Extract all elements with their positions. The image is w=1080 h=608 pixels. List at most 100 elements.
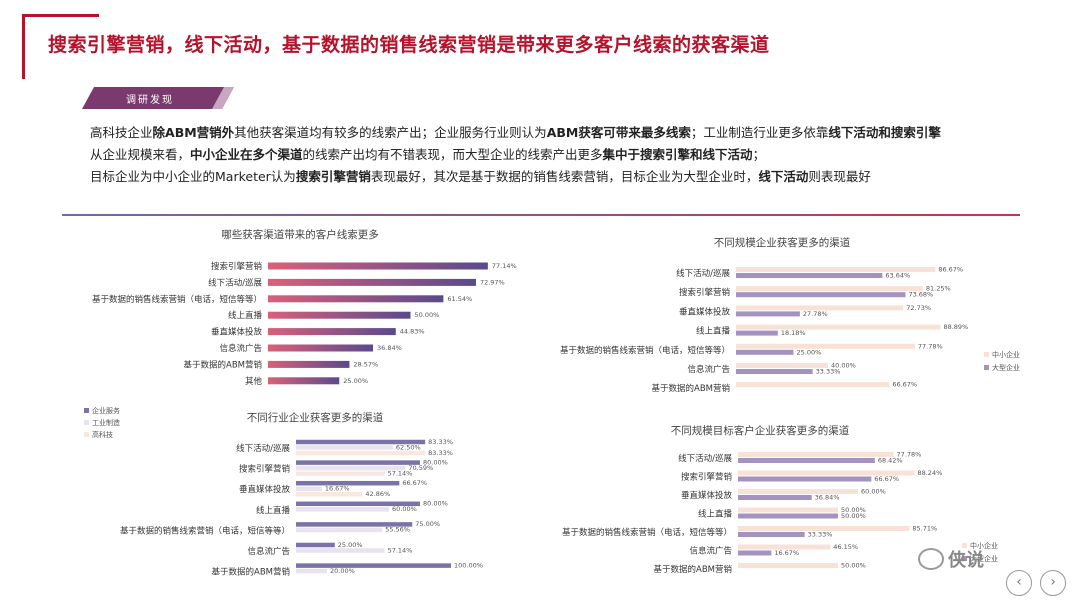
value-label: 46.15% bbox=[833, 543, 858, 551]
category-label: 线下活动/巡展 bbox=[236, 443, 290, 454]
watermark-text: 侠说 bbox=[948, 550, 984, 571]
bar bbox=[268, 328, 396, 336]
legend-swatch bbox=[984, 365, 989, 370]
tag-shape bbox=[82, 87, 234, 109]
chart-title: 不同规模目标客户企业获客更多的渠道 bbox=[671, 424, 850, 437]
finding-line-1: 高科技企业除ABM营销外其他获客渠道均有较多的线索产出；企业服务行业则认为ABM… bbox=[90, 122, 1050, 144]
category-label: 基于数据的销售线索营销（电话，短信等等） bbox=[92, 294, 262, 305]
category-label: 信息流广告 bbox=[689, 546, 732, 557]
value-label: 33.33% bbox=[816, 368, 841, 376]
value-label: 18.18% bbox=[781, 329, 806, 337]
value-label: 28.57% bbox=[353, 360, 378, 368]
finding-text: ； bbox=[752, 147, 766, 162]
category-label: 基于数据的ABM营销 bbox=[184, 359, 263, 370]
bar bbox=[296, 439, 426, 445]
finding-highlight: 中小企业在多个渠道 bbox=[190, 147, 303, 162]
bar bbox=[736, 330, 778, 336]
legend-swatch bbox=[84, 420, 89, 425]
bar bbox=[738, 476, 872, 482]
finding-text: 高科技企业 bbox=[90, 125, 153, 140]
value-label: 25.00% bbox=[338, 541, 363, 549]
chart-title: 不同规模企业获客更多的渠道 bbox=[714, 236, 851, 249]
finding-highlight: 搜索引擎营销 bbox=[295, 169, 371, 184]
bar bbox=[268, 295, 444, 303]
finding-text: 从企业规模来看， bbox=[90, 147, 191, 162]
prev-page-button[interactable]: ‹ bbox=[1006, 570, 1032, 596]
bar bbox=[268, 262, 488, 270]
legend-label: 中小企业 bbox=[992, 350, 1020, 359]
category-label: 搜索引擎营销 bbox=[211, 261, 263, 272]
section-tag-label: 调研发现 bbox=[126, 95, 174, 106]
value-label: 77.78% bbox=[897, 451, 922, 459]
value-label: 88.24% bbox=[917, 469, 942, 477]
bar bbox=[296, 522, 413, 527]
value-label: 27.78% bbox=[803, 310, 828, 318]
value-label: 16.67% bbox=[325, 484, 350, 492]
value-label: 60.00% bbox=[392, 505, 417, 513]
bar bbox=[738, 532, 805, 537]
finding-text: 其他获客渠道均有较多的线索产出；企业服务行业则认为 bbox=[234, 125, 547, 140]
value-label: 66.67% bbox=[402, 479, 427, 487]
bar bbox=[738, 544, 831, 550]
value-label: 57.14% bbox=[388, 546, 413, 554]
value-label: 68.42% bbox=[878, 457, 903, 465]
bar bbox=[296, 480, 400, 486]
finding-text: 表现最好，其次是基于数据的销售线索营销，目标企业为大型企业时， bbox=[370, 169, 759, 184]
value-label: 72.73% bbox=[906, 304, 931, 312]
chart-title: 不同行业企业获客更多的渠道 bbox=[247, 411, 384, 424]
finding-text: 则表现最好 bbox=[808, 169, 871, 184]
bar bbox=[738, 513, 838, 519]
value-label: 86.67% bbox=[938, 266, 963, 274]
legend-label: 大型企业 bbox=[992, 363, 1020, 372]
category-label: 线下活动/巡展 bbox=[676, 268, 730, 279]
category-label: 垂直媒体投放 bbox=[681, 490, 733, 501]
bar bbox=[736, 369, 813, 374]
findings-paragraph: 高科技企业除ABM营销外其他获客渠道均有较多的线索产出；企业服务行业则认为ABM… bbox=[90, 122, 1050, 188]
bar bbox=[296, 465, 406, 471]
value-label: 20.00% bbox=[330, 567, 355, 575]
bar bbox=[296, 568, 327, 574]
value-label: 85.71% bbox=[912, 525, 937, 533]
next-page-button[interactable]: › bbox=[1040, 570, 1066, 596]
value-label: 66.67% bbox=[874, 475, 899, 483]
bar bbox=[268, 311, 411, 319]
chart-title: 哪些获客渠道带来的客户线索更多 bbox=[221, 228, 379, 241]
finding-line-2: 从企业规模来看，中小企业在多个渠道的线索产出均有不错表现，而大型企业的线索产出更… bbox=[90, 144, 1050, 166]
value-label: 50.00% bbox=[841, 512, 866, 520]
bar bbox=[736, 363, 828, 368]
finding-highlight: 集中于搜索引擎和线下活动 bbox=[602, 147, 753, 162]
bar bbox=[736, 292, 906, 298]
finding-line-3: 目标企业为中小企业的Marketer认为搜索引擎营销表现最好，其次是基于数据的销… bbox=[90, 166, 1050, 188]
category-label: 垂直媒体投放 bbox=[679, 306, 731, 317]
bar bbox=[296, 501, 420, 507]
page-title: 搜索引擎营销，线下活动，基于数据的销售线索营销是带来更多客户线索的获客渠道 bbox=[48, 34, 770, 56]
legend-swatch bbox=[984, 352, 989, 357]
legend-label: 中小企业 bbox=[970, 541, 998, 550]
bar bbox=[736, 343, 915, 349]
legend-label: 工业制造 bbox=[92, 418, 120, 427]
category-label: 线上直播 bbox=[228, 310, 263, 321]
bar bbox=[268, 377, 340, 385]
value-label: 81.25% bbox=[926, 285, 951, 293]
bar bbox=[738, 563, 838, 568]
category-label: 基于数据的ABM营销 bbox=[654, 564, 733, 575]
value-label: 77.78% bbox=[918, 342, 943, 350]
value-label: 83.33% bbox=[428, 438, 453, 446]
bar bbox=[268, 360, 350, 368]
value-label: 75.00% bbox=[415, 520, 440, 528]
category-label: 基于数据的ABM营销 bbox=[652, 383, 731, 394]
value-label: 33.33% bbox=[808, 531, 833, 539]
category-label: 搜索引擎营销 bbox=[239, 464, 291, 475]
legend-swatch bbox=[962, 543, 967, 548]
finding-highlight: 除ABM营销外 bbox=[152, 125, 235, 140]
value-label: 80.00% bbox=[423, 500, 448, 508]
value-label: 36.84% bbox=[815, 494, 840, 502]
bar bbox=[736, 324, 941, 330]
bar bbox=[296, 542, 335, 548]
value-label: 100.00% bbox=[454, 561, 483, 569]
bar bbox=[296, 527, 383, 533]
value-label: 36.84% bbox=[377, 344, 402, 352]
bar bbox=[736, 273, 883, 278]
category-label: 线下活动/巡展 bbox=[208, 277, 262, 288]
value-label: 50.00% bbox=[841, 562, 866, 570]
